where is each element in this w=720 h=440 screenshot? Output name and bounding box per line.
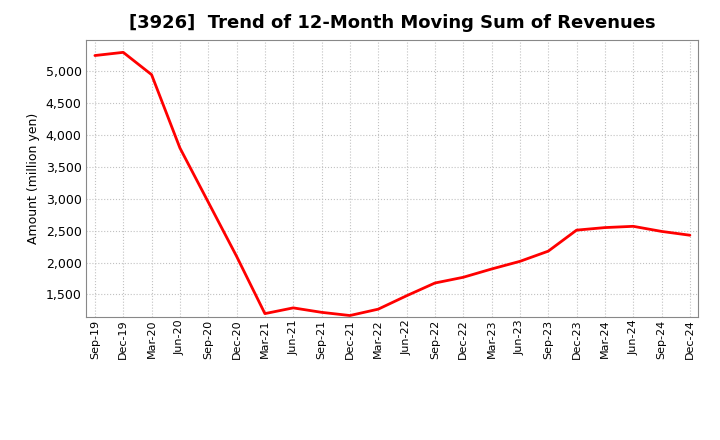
Title: [3926]  Trend of 12-Month Moving Sum of Revenues: [3926] Trend of 12-Month Moving Sum of R… bbox=[129, 15, 656, 33]
Y-axis label: Amount (million yen): Amount (million yen) bbox=[27, 113, 40, 244]
